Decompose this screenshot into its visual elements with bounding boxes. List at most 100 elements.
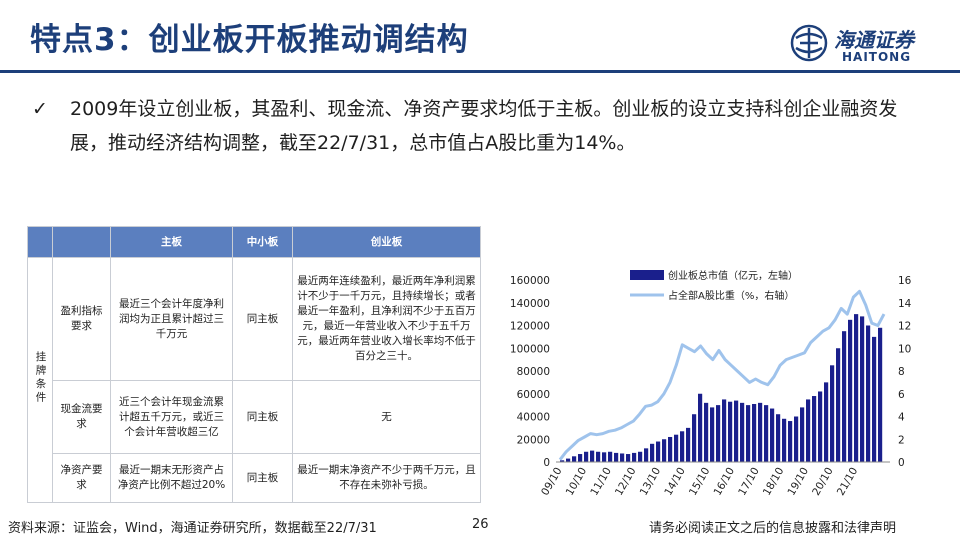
market-cap-bar <box>794 416 799 462</box>
market-cap-bar <box>842 331 847 462</box>
market-cap-bar <box>716 405 721 462</box>
summary-text: 2009年设立创业板，其盈利、现金流、净资产要求均低于主板。创业板的设立支持科创… <box>70 98 898 154</box>
market-cap-bar <box>818 391 823 462</box>
market-cap-bar <box>878 327 883 462</box>
main-board-cell: 最近三个会计年度净利润均为正且累计超过三千万元 <box>110 257 233 381</box>
y-left-tick-label: 40000 <box>517 412 550 424</box>
market-cap-bar <box>854 314 859 462</box>
sme-board-cell: 同主板 <box>232 380 293 454</box>
market-cap-bar <box>650 443 655 462</box>
y-left-tick-label: 20000 <box>517 434 550 446</box>
table-header-gem-board: 创业板 <box>292 226 481 258</box>
x-tick-label: 17/10 <box>736 466 762 498</box>
y-right-tick-label: 16 <box>898 275 912 287</box>
y-left-tick-label: 60000 <box>517 389 550 401</box>
legend-bar-swatch <box>630 270 664 280</box>
gem-board-cell: 无 <box>292 380 481 454</box>
title-divider <box>0 70 960 73</box>
main-board-cell: 最近一期末无形资产占净资产比例不超过20% <box>110 453 233 503</box>
checkmark-icon: ✓ <box>32 98 48 120</box>
market-cap-bar <box>734 400 739 462</box>
market-cap-bar <box>596 451 601 462</box>
market-cap-bar <box>632 452 637 462</box>
y-left-tick-label: 140000 <box>510 298 550 310</box>
logo-english-name: HAITONG <box>842 50 912 64</box>
market-cap-bar <box>746 405 751 462</box>
table-header-blank-1 <box>27 226 53 258</box>
market-cap-bar <box>812 396 817 462</box>
y-left-tick-label: 120000 <box>510 321 550 333</box>
market-cap-bar <box>836 348 841 462</box>
y-right-tick-label: 4 <box>898 412 905 424</box>
y-right-tick-label: 2 <box>898 434 905 446</box>
table-row: 现金流要求 近三个会计年现金流累计超五千万元，或近三个会计年营收超三亿 同主板 … <box>28 380 481 454</box>
market-cap-bar <box>776 414 781 462</box>
legend-line-label: 占全部A股比重（%，右轴） <box>668 289 794 302</box>
market-cap-bar <box>806 399 811 462</box>
market-cap-bar <box>590 450 595 462</box>
y-right-tick-label: 12 <box>898 321 911 333</box>
x-tick-label: 10/10 <box>564 466 590 498</box>
y-left-tick-label: 160000 <box>510 275 550 287</box>
x-tick-label: 13/10 <box>638 466 664 498</box>
x-tick-label: 18/10 <box>761 466 787 498</box>
market-cap-bar <box>578 454 583 462</box>
y-left-tick-label: 80000 <box>517 366 550 378</box>
market-cap-bar <box>728 401 733 462</box>
y-right-tick-label: 10 <box>898 343 911 355</box>
x-tick-label: 16/10 <box>712 466 738 498</box>
market-cap-bar <box>866 325 871 462</box>
table-header-row: 主板 中小板 创业板 <box>27 226 481 258</box>
listing-conditions-label: 挂牌条件 <box>27 257 53 503</box>
market-cap-bar <box>608 451 613 462</box>
market-cap-bar <box>680 431 685 462</box>
main-board-cell: 近三个会计年现金流累计超五千万元，或近三个会计年营收超三亿 <box>110 380 233 454</box>
table-header-blank-2 <box>52 226 111 258</box>
sme-board-cell: 同主板 <box>232 257 293 381</box>
market-cap-bar <box>758 402 763 462</box>
market-cap-bar <box>560 460 565 462</box>
row-label: 现金流要求 <box>52 380 111 454</box>
market-cap-bar <box>788 421 793 462</box>
x-tick-label: 15/10 <box>687 466 713 498</box>
listing-requirements-table: 主板 中小板 创业板 挂牌条件 盈利指标要求 最近三个会计年度净利润均为正且累计… <box>27 226 481 503</box>
x-tick-label: 09/10 <box>539 466 565 498</box>
market-cap-bar <box>566 458 571 462</box>
table-row: 挂牌条件 盈利指标要求 最近三个会计年度净利润均为正且累计超过三千万元 同主板 … <box>27 257 481 503</box>
market-cap-bar <box>626 454 631 462</box>
y-right-tick-label: 8 <box>898 366 905 378</box>
market-cap-bar <box>710 407 715 462</box>
market-cap-bar <box>800 407 805 462</box>
market-cap-bar <box>824 382 829 462</box>
market-cap-bar <box>704 402 709 462</box>
logo-chinese-name: 海通证券 <box>834 28 914 52</box>
y-left-tick-label: 100000 <box>510 343 550 355</box>
gem-board-cell: 最近两年连续盈利，最近两年净利润累计不少于一千万元，且持续增长；或者最近一年盈利… <box>292 257 481 381</box>
table-row: 净资产要求 最近一期末无形资产占净资产比例不超过20% 同主板 最近一期末净资产… <box>28 453 481 503</box>
table-header-sme-board: 中小板 <box>232 226 293 258</box>
market-cap-bar <box>572 456 577 462</box>
market-cap-bar <box>656 441 661 462</box>
market-cap-bar <box>620 453 625 462</box>
market-cap-bar <box>698 393 703 462</box>
market-cap-bar <box>668 436 673 462</box>
page-number: 26 <box>472 517 489 532</box>
market-cap-bar <box>614 452 619 462</box>
disclaimer-text: 请务必阅读正文之后的信息披露和法律声明 <box>649 521 897 536</box>
gem-market-cap-chart: 0 20000 40000 60000 80000 100000 120000 140000 1… <box>510 269 912 498</box>
market-cap-bar <box>722 399 727 462</box>
market-cap-bar <box>872 336 877 462</box>
market-cap-bar <box>752 403 757 462</box>
legend-bar-label: 创业板总市值（亿元，左轴） <box>668 269 798 282</box>
market-cap-bar <box>638 451 643 462</box>
market-cap-bar <box>692 414 697 462</box>
y-right-tick-label: 0 <box>898 457 905 469</box>
y-right-tick-label: 14 <box>898 298 912 310</box>
a-share-ratio-line <box>558 289 886 461</box>
market-cap-bar <box>860 316 865 462</box>
haitong-logo-icon <box>790 24 828 62</box>
market-cap-bar <box>602 452 607 462</box>
market-cap-bar <box>782 418 787 462</box>
x-tick-label: 21/10 <box>835 466 861 498</box>
table-header-main-board: 主板 <box>110 226 233 258</box>
